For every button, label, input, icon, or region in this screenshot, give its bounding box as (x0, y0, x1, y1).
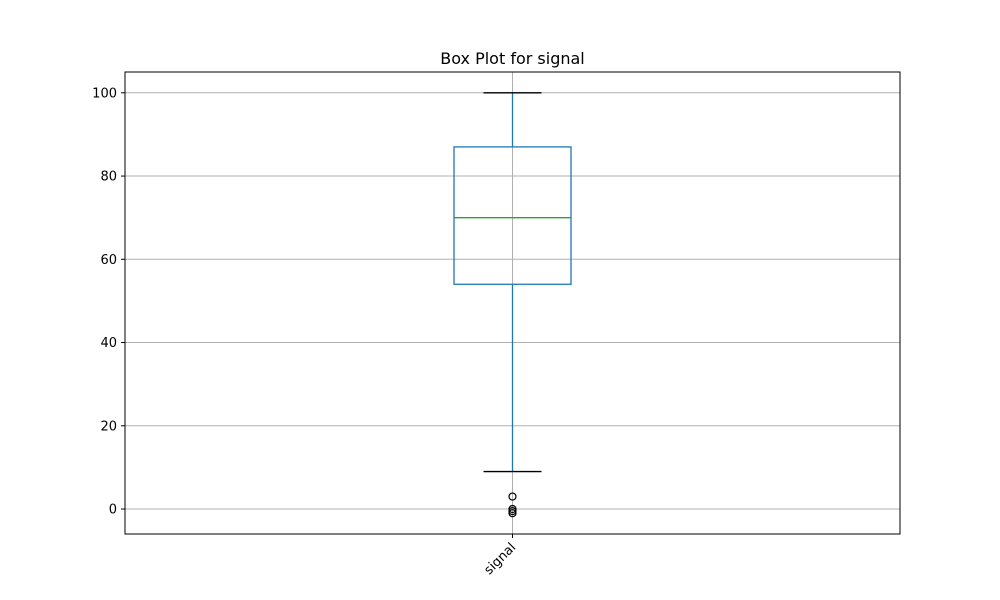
data-layer (453, 92, 572, 518)
chart-title: Box Plot for signal (440, 49, 584, 68)
y-tick-label: 20 (100, 419, 117, 434)
y-tick-label: 0 (109, 503, 117, 518)
y-tick-label: 80 (100, 170, 117, 185)
y-tick-label: 100 (92, 86, 117, 101)
outlier-point (508, 492, 517, 501)
y-tick-label: 40 (100, 336, 117, 351)
iqr-box (453, 146, 572, 285)
y-tick-label: 60 (100, 253, 117, 268)
outlier-point (508, 509, 517, 518)
